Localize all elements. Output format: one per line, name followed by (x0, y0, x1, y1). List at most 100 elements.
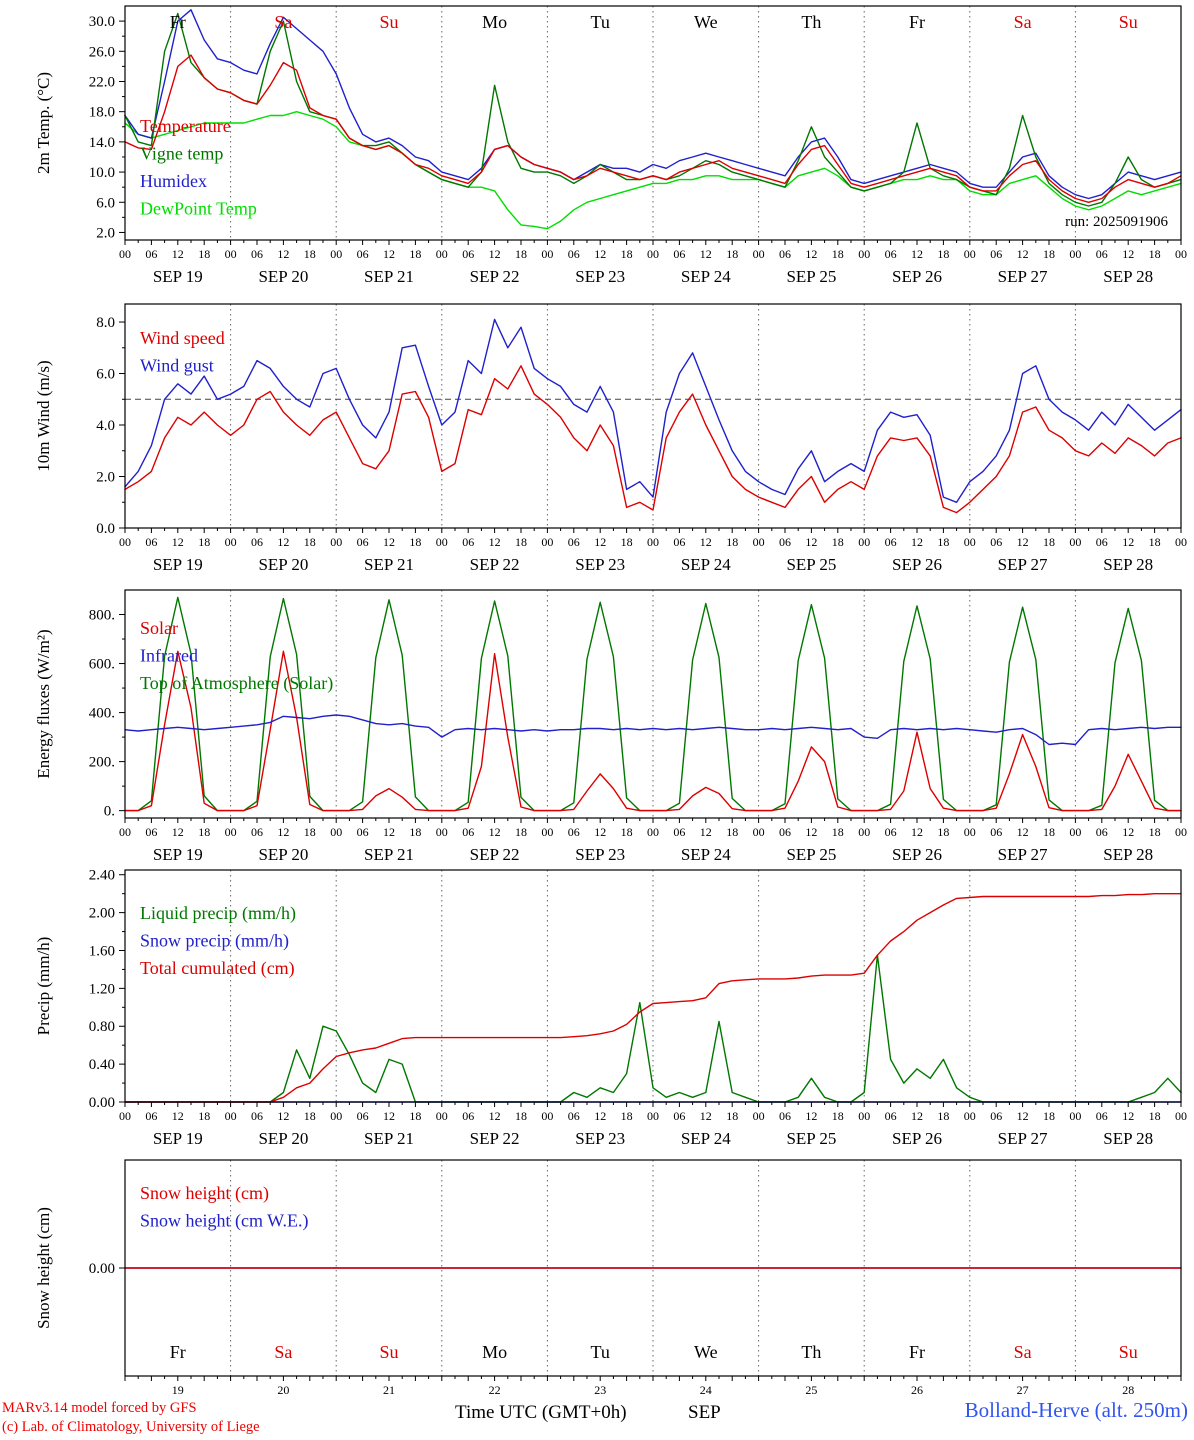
y-axis-label-snow: Snow height (cm) (34, 1207, 53, 1329)
panel-frame (124, 589, 1182, 819)
x-tick-label: 12 (277, 247, 289, 261)
x-tick-label: 12 (172, 1109, 184, 1123)
day-name-label-bottom: Sa (274, 1342, 292, 1362)
day-name-label: Sa (274, 12, 292, 32)
day-number-label: 19 (172, 1383, 184, 1397)
x-tick-label: 06 (779, 825, 791, 839)
legend-entry: Total cumulated (cm) (140, 958, 295, 979)
y-tick-label: 2.00 (89, 906, 115, 922)
x-tick-label: 18 (198, 825, 210, 839)
x-tick-label: 06 (251, 1109, 263, 1123)
x-tick-label: 06 (779, 1109, 791, 1123)
day-number-label: 20 (277, 1383, 289, 1397)
x-tick-label: 18 (515, 825, 527, 839)
x-tick-label: 00 (964, 1109, 976, 1123)
x-tick-label: 18 (937, 825, 949, 839)
x-tick-label: 00 (1069, 535, 1081, 549)
date-label: SEP 19 (153, 1129, 203, 1148)
x-tick-label: 06 (1096, 247, 1108, 261)
y-tick-label: 0.00 (89, 1261, 115, 1277)
day-name-label: Mo (482, 12, 507, 32)
x-tick-label: 00 (1175, 535, 1187, 549)
date-label: SEP 19 (153, 267, 203, 286)
x-tick-label: 12 (1017, 247, 1029, 261)
y-tick-label: 2.0 (96, 225, 115, 241)
x-axis-caption: Time UTC (GMT+0h) (455, 1402, 627, 1423)
x-tick-label: 06 (568, 247, 580, 261)
date-label: SEP 28 (1103, 267, 1153, 286)
legend-entry: DewPoint Temp (140, 199, 257, 219)
date-label: SEP 20 (258, 845, 308, 864)
y-tick-label: 6.0 (96, 367, 115, 383)
date-label: SEP 23 (575, 1129, 625, 1148)
legend-entry: Wind speed (140, 328, 225, 348)
y-tick-label: 0.00 (89, 1095, 115, 1111)
y-tick-label: 14.0 (89, 135, 115, 151)
x-tick-label: 00 (964, 247, 976, 261)
x-tick-label: 00 (858, 825, 870, 839)
x-tick-label: 18 (726, 1109, 738, 1123)
date-label: SEP 20 (258, 267, 308, 286)
date-label: SEP 27 (998, 1129, 1048, 1148)
x-tick-label: 18 (198, 535, 210, 549)
date-label: SEP 24 (681, 1129, 731, 1148)
y-tick-label: 400. (89, 706, 115, 722)
day-number-label: 21 (383, 1383, 395, 1397)
x-tick-label: 18 (621, 247, 633, 261)
day-name-label: Th (801, 12, 821, 32)
legend-entry: Liquid precip (mm/h) (140, 903, 296, 924)
x-tick-label: 06 (357, 535, 369, 549)
series-wind-gust (124, 318, 1182, 503)
y-tick-label: 10.0 (89, 165, 115, 181)
x-tick-label: 06 (251, 247, 263, 261)
day-number-label: 23 (594, 1383, 606, 1397)
date-label: SEP 28 (1103, 845, 1153, 864)
x-tick-label: 00 (1175, 825, 1187, 839)
x-tick-label: 18 (1149, 825, 1161, 839)
y-tick-label: 18.0 (89, 105, 115, 121)
x-tick-label: 12 (700, 247, 712, 261)
y-tick-label: 4.0 (96, 418, 115, 434)
date-label: SEP 19 (153, 845, 203, 864)
date-label: SEP 20 (258, 555, 308, 574)
x-tick-label: 06 (462, 247, 474, 261)
x-tick-label: 12 (489, 825, 501, 839)
x-tick-label: 00 (1175, 1109, 1187, 1123)
x-tick-label: 18 (304, 1109, 316, 1123)
x-tick-label: 12 (911, 1109, 923, 1123)
day-name-label-bottom: Tu (591, 1342, 610, 1362)
x-tick-label: 06 (673, 247, 685, 261)
legend-entry: Snow height (cm W.E.) (140, 1211, 309, 1232)
date-label: SEP 22 (470, 267, 520, 286)
x-tick-label: 00 (436, 535, 448, 549)
date-label: SEP 22 (470, 845, 520, 864)
x-tick-label: 06 (251, 535, 263, 549)
x-tick-label: 00 (436, 1109, 448, 1123)
x-tick-label: 00 (647, 535, 659, 549)
legend-entry: Solar (140, 618, 178, 638)
legend-entry: Snow precip (mm/h) (140, 931, 289, 952)
x-tick-label: 12 (277, 535, 289, 549)
date-label: SEP 21 (364, 1129, 414, 1148)
date-label: SEP 28 (1103, 555, 1153, 574)
x-tick-label: 18 (1043, 1109, 1055, 1123)
x-tick-label: 00 (1069, 1109, 1081, 1123)
x-tick-label: 00 (753, 247, 765, 261)
legend-entry: Top of Atmosphere (Solar) (140, 673, 333, 694)
day-name-label-bottom: Th (801, 1342, 821, 1362)
x-tick-label: 18 (1149, 247, 1161, 261)
y-tick-label: 800. (89, 608, 115, 624)
x-tick-label: 18 (409, 535, 421, 549)
x-tick-label: 18 (1149, 535, 1161, 549)
x-tick-label: 12 (172, 247, 184, 261)
date-label: SEP 26 (892, 267, 942, 286)
x-tick-label: 12 (383, 535, 395, 549)
date-label: SEP 28 (1103, 1129, 1153, 1148)
x-tick-label: 00 (225, 825, 237, 839)
x-tick-label: 00 (225, 535, 237, 549)
x-tick-label: 18 (515, 1109, 527, 1123)
date-label: SEP 22 (470, 555, 520, 574)
date-label: SEP 23 (575, 555, 625, 574)
x-tick-label: 12 (1122, 1109, 1134, 1123)
